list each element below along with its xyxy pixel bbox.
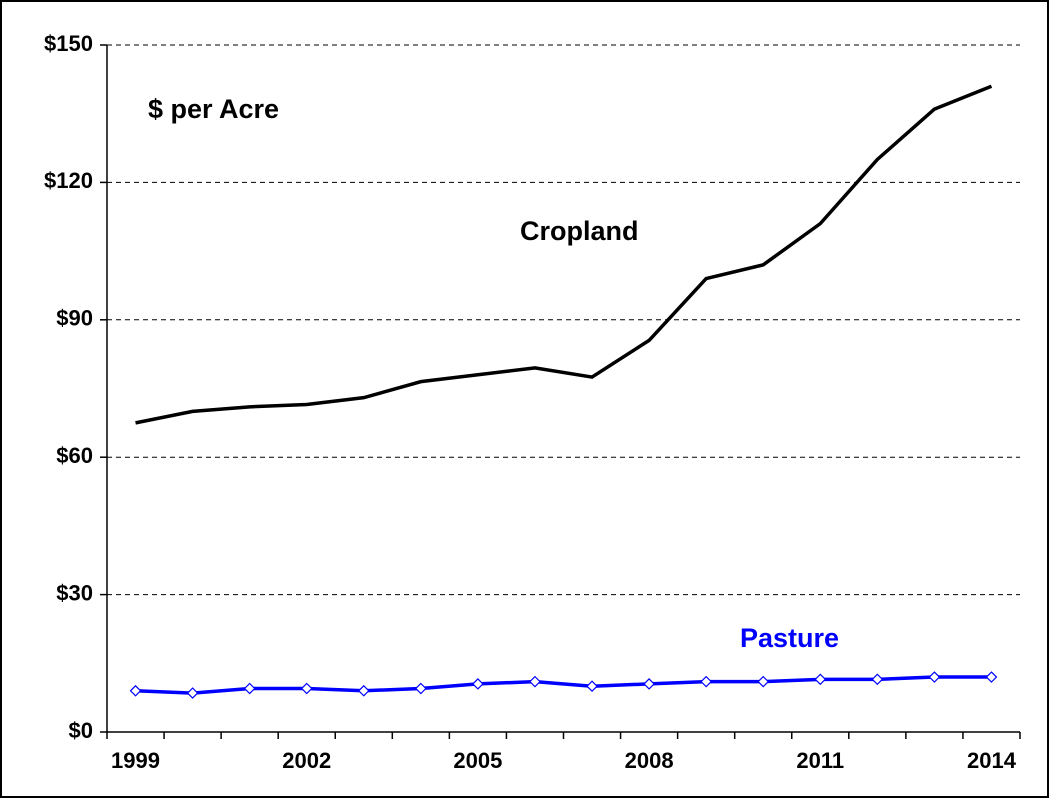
marker [985,671,998,683]
marker [472,678,484,690]
marker [129,684,142,697]
marker [757,675,770,688]
marker [529,675,541,688]
unit-annotation: $ per Acre [148,94,279,124]
x-tick-label: 2014 [967,748,1017,773]
y-tick-label: $0 [69,718,93,743]
marker [928,671,941,683]
marker [871,673,884,686]
series-label: Pasture [740,623,839,653]
marker [414,682,427,695]
series-line [135,675,992,695]
marker [357,684,370,697]
x-tick-label: 2002 [282,748,331,773]
x-tick-label: 2005 [453,748,502,773]
marker [186,687,199,699]
x-tick-label: 2011 [796,748,844,773]
marker [700,675,713,688]
y-tick-label: $120 [44,168,93,193]
marker [586,680,598,693]
x-tick-label: 2008 [625,748,674,773]
series-label: Cropland [520,216,639,246]
series-line [135,84,993,425]
marker [643,678,655,690]
y-tick-label: $30 [56,580,93,605]
y-tick-label: $60 [56,443,93,468]
marker [814,673,827,686]
x-tick-label: 1999 [111,748,160,773]
y-tick-label: $150 [44,31,93,56]
marker [300,682,313,695]
marker [243,682,256,695]
y-tick-label: $90 [56,306,93,331]
